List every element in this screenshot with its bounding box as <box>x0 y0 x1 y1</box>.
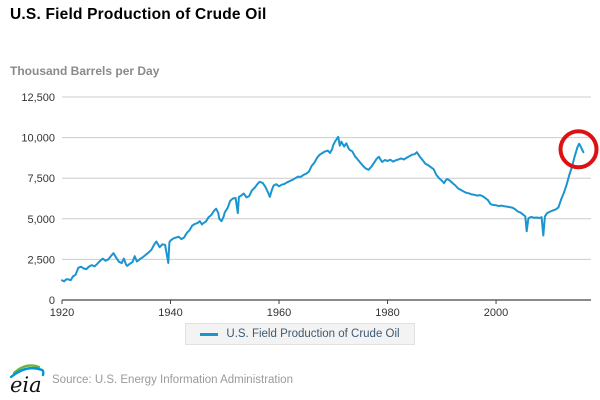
eia-logo[interactable]: eia <box>8 360 50 396</box>
y-tick-label-7500: 7,500 <box>27 173 55 185</box>
legend: U.S. Field Production of Crude Oil <box>0 323 600 345</box>
x-tick-label-2000: 2000 <box>484 307 508 319</box>
x-tick-label-1940: 1940 <box>158 307 182 319</box>
y-tick-label-5000: 5,000 <box>27 214 55 226</box>
y-tick-label-0: 0 <box>49 295 55 307</box>
source-attribution: Source: U.S. Energy Information Administ… <box>52 374 293 386</box>
production-series-line <box>61 135 585 283</box>
footer: eia Source: U.S. Energy Information Admi… <box>0 358 600 400</box>
y-tick-label-10000: 10,000 <box>21 133 55 145</box>
legend-label: U.S. Field Production of Crude Oil <box>226 328 400 340</box>
y-tick-label-2500: 2,500 <box>27 254 55 266</box>
x-tick-label-1960: 1960 <box>267 307 291 319</box>
x-tick-label-1980: 1980 <box>375 307 399 319</box>
y-axis-unit-label: Thousand Barrels per Day <box>10 64 160 78</box>
peak-highlight-circle <box>558 129 599 170</box>
legend-line-swatch <box>200 332 219 336</box>
legend-box: U.S. Field Production of Crude Oil <box>185 323 415 345</box>
page-title: U.S. Field Production of Crude Oil <box>10 6 267 23</box>
crude-oil-production-line-chart: 0 2,500 5,000 7,500 10,000 12,500 1920 1940 1960… <box>21 92 599 319</box>
y-tick-label-12500: 12,500 <box>21 92 55 104</box>
eia-logo-text: eia <box>10 373 42 396</box>
x-tick-label-1920: 1920 <box>50 307 74 319</box>
